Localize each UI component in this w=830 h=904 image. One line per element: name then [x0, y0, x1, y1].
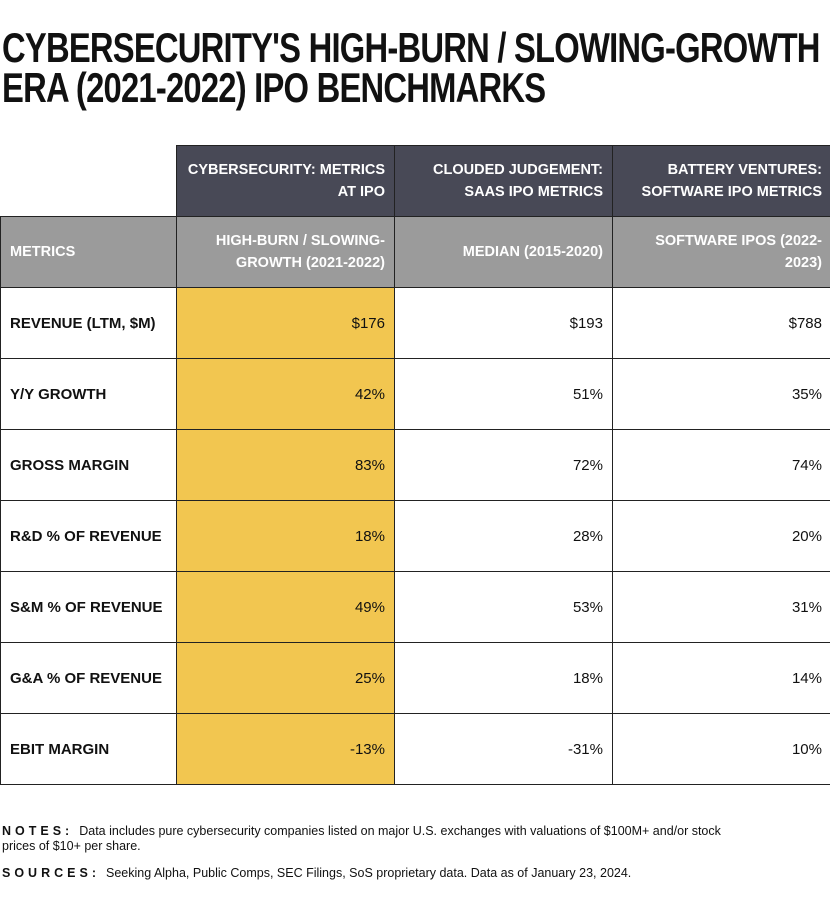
metric-value: 49% — [176, 571, 395, 643]
notes-text: Data includes pure cybersecurity compani… — [2, 824, 721, 853]
metric-value: $788 — [612, 287, 830, 359]
metric-value: 25% — [176, 642, 395, 714]
column-header-1: HIGH-BURN / SLOWING-GROWTH (2021-2022) — [176, 216, 395, 288]
metric-value: 14% — [612, 642, 830, 714]
table-row: GROSS MARGIN 83% 72% 74% — [0, 429, 830, 501]
sources-label: SOURCES: — [2, 866, 100, 880]
metric-label: EBIT MARGIN — [0, 713, 177, 785]
group-header-2: CLOUDED JUDGEMENT: SAAS IPO METRICS — [394, 145, 613, 217]
table-row: G&A % OF REVENUE 25% 18% 14% — [0, 642, 830, 714]
metric-value: 53% — [394, 571, 613, 643]
title-line-2: ERA (2021-2022) IPO BENCHMARKS — [2, 64, 546, 111]
metric-value: 28% — [394, 500, 613, 572]
table-row: REVENUE (LTM, $M) $176 $193 $788 — [0, 287, 830, 359]
metric-value: 72% — [394, 429, 613, 501]
metric-value: 18% — [394, 642, 613, 714]
metric-value: 18% — [176, 500, 395, 572]
metric-value: 51% — [394, 358, 613, 430]
group-header-row: CYBERSECURITY: METRICS AT IPO CLOUDED JUD… — [0, 145, 830, 217]
metric-value: 83% — [176, 429, 395, 501]
benchmark-table: CYBERSECURITY: METRICS AT IPO CLOUDED JUD… — [0, 145, 830, 785]
metric-value: 35% — [612, 358, 830, 430]
group-header-1: CYBERSECURITY: METRICS AT IPO — [176, 145, 395, 217]
table-row: R&D % OF REVENUE 18% 28% 20% — [0, 500, 830, 572]
group-header-3: BATTERY VENTURES: SOFTWARE IPO METRICS — [612, 145, 830, 217]
metric-value: -31% — [394, 713, 613, 785]
metric-label: Y/Y GROWTH — [0, 358, 177, 430]
metric-label: GROSS MARGIN — [0, 429, 177, 501]
metric-value: $193 — [394, 287, 613, 359]
column-header-3: SOFTWARE IPOS (2022-2023) — [612, 216, 830, 288]
notes-label: NOTES: — [2, 824, 74, 838]
table-row: EBIT MARGIN -13% -31% 10% — [0, 713, 830, 785]
metric-label: S&M % OF REVENUE — [0, 571, 177, 643]
metric-value: 42% — [176, 358, 395, 430]
metric-value: $176 — [176, 287, 395, 359]
metric-value: 74% — [612, 429, 830, 501]
notes: NOTES: Data includes pure cybersecurity c… — [2, 824, 722, 854]
table-row: Y/Y GROWTH 42% 51% 35% — [0, 358, 830, 430]
sources: SOURCES: Seeking Alpha, Public Comps, SEC… — [2, 866, 631, 880]
metric-label: R&D % OF REVENUE — [0, 500, 177, 572]
metric-label: REVENUE (LTM, $M) — [0, 287, 177, 359]
metric-label: G&A % OF REVENUE — [0, 642, 177, 714]
column-header-0: METRICS — [0, 216, 177, 288]
column-header-row: METRICS HIGH-BURN / SLOWING-GROWTH (2021-… — [0, 216, 830, 288]
group-header-0 — [0, 145, 177, 217]
sources-text: Seeking Alpha, Public Comps, SEC Filings… — [105, 866, 632, 880]
page-title: CYBERSECURITY'S HIGH-BURN / SLOWING-GROW… — [2, 27, 820, 111]
column-header-2: MEDIAN (2015-2020) — [394, 216, 613, 288]
title-line-1: CYBERSECURITY'S HIGH-BURN / SLOWING-GROW… — [2, 24, 820, 71]
metric-value: 20% — [612, 500, 830, 572]
metric-value: -13% — [176, 713, 395, 785]
table-row: S&M % OF REVENUE 49% 53% 31% — [0, 571, 830, 643]
metric-value: 31% — [612, 571, 830, 643]
metric-value: 10% — [612, 713, 830, 785]
